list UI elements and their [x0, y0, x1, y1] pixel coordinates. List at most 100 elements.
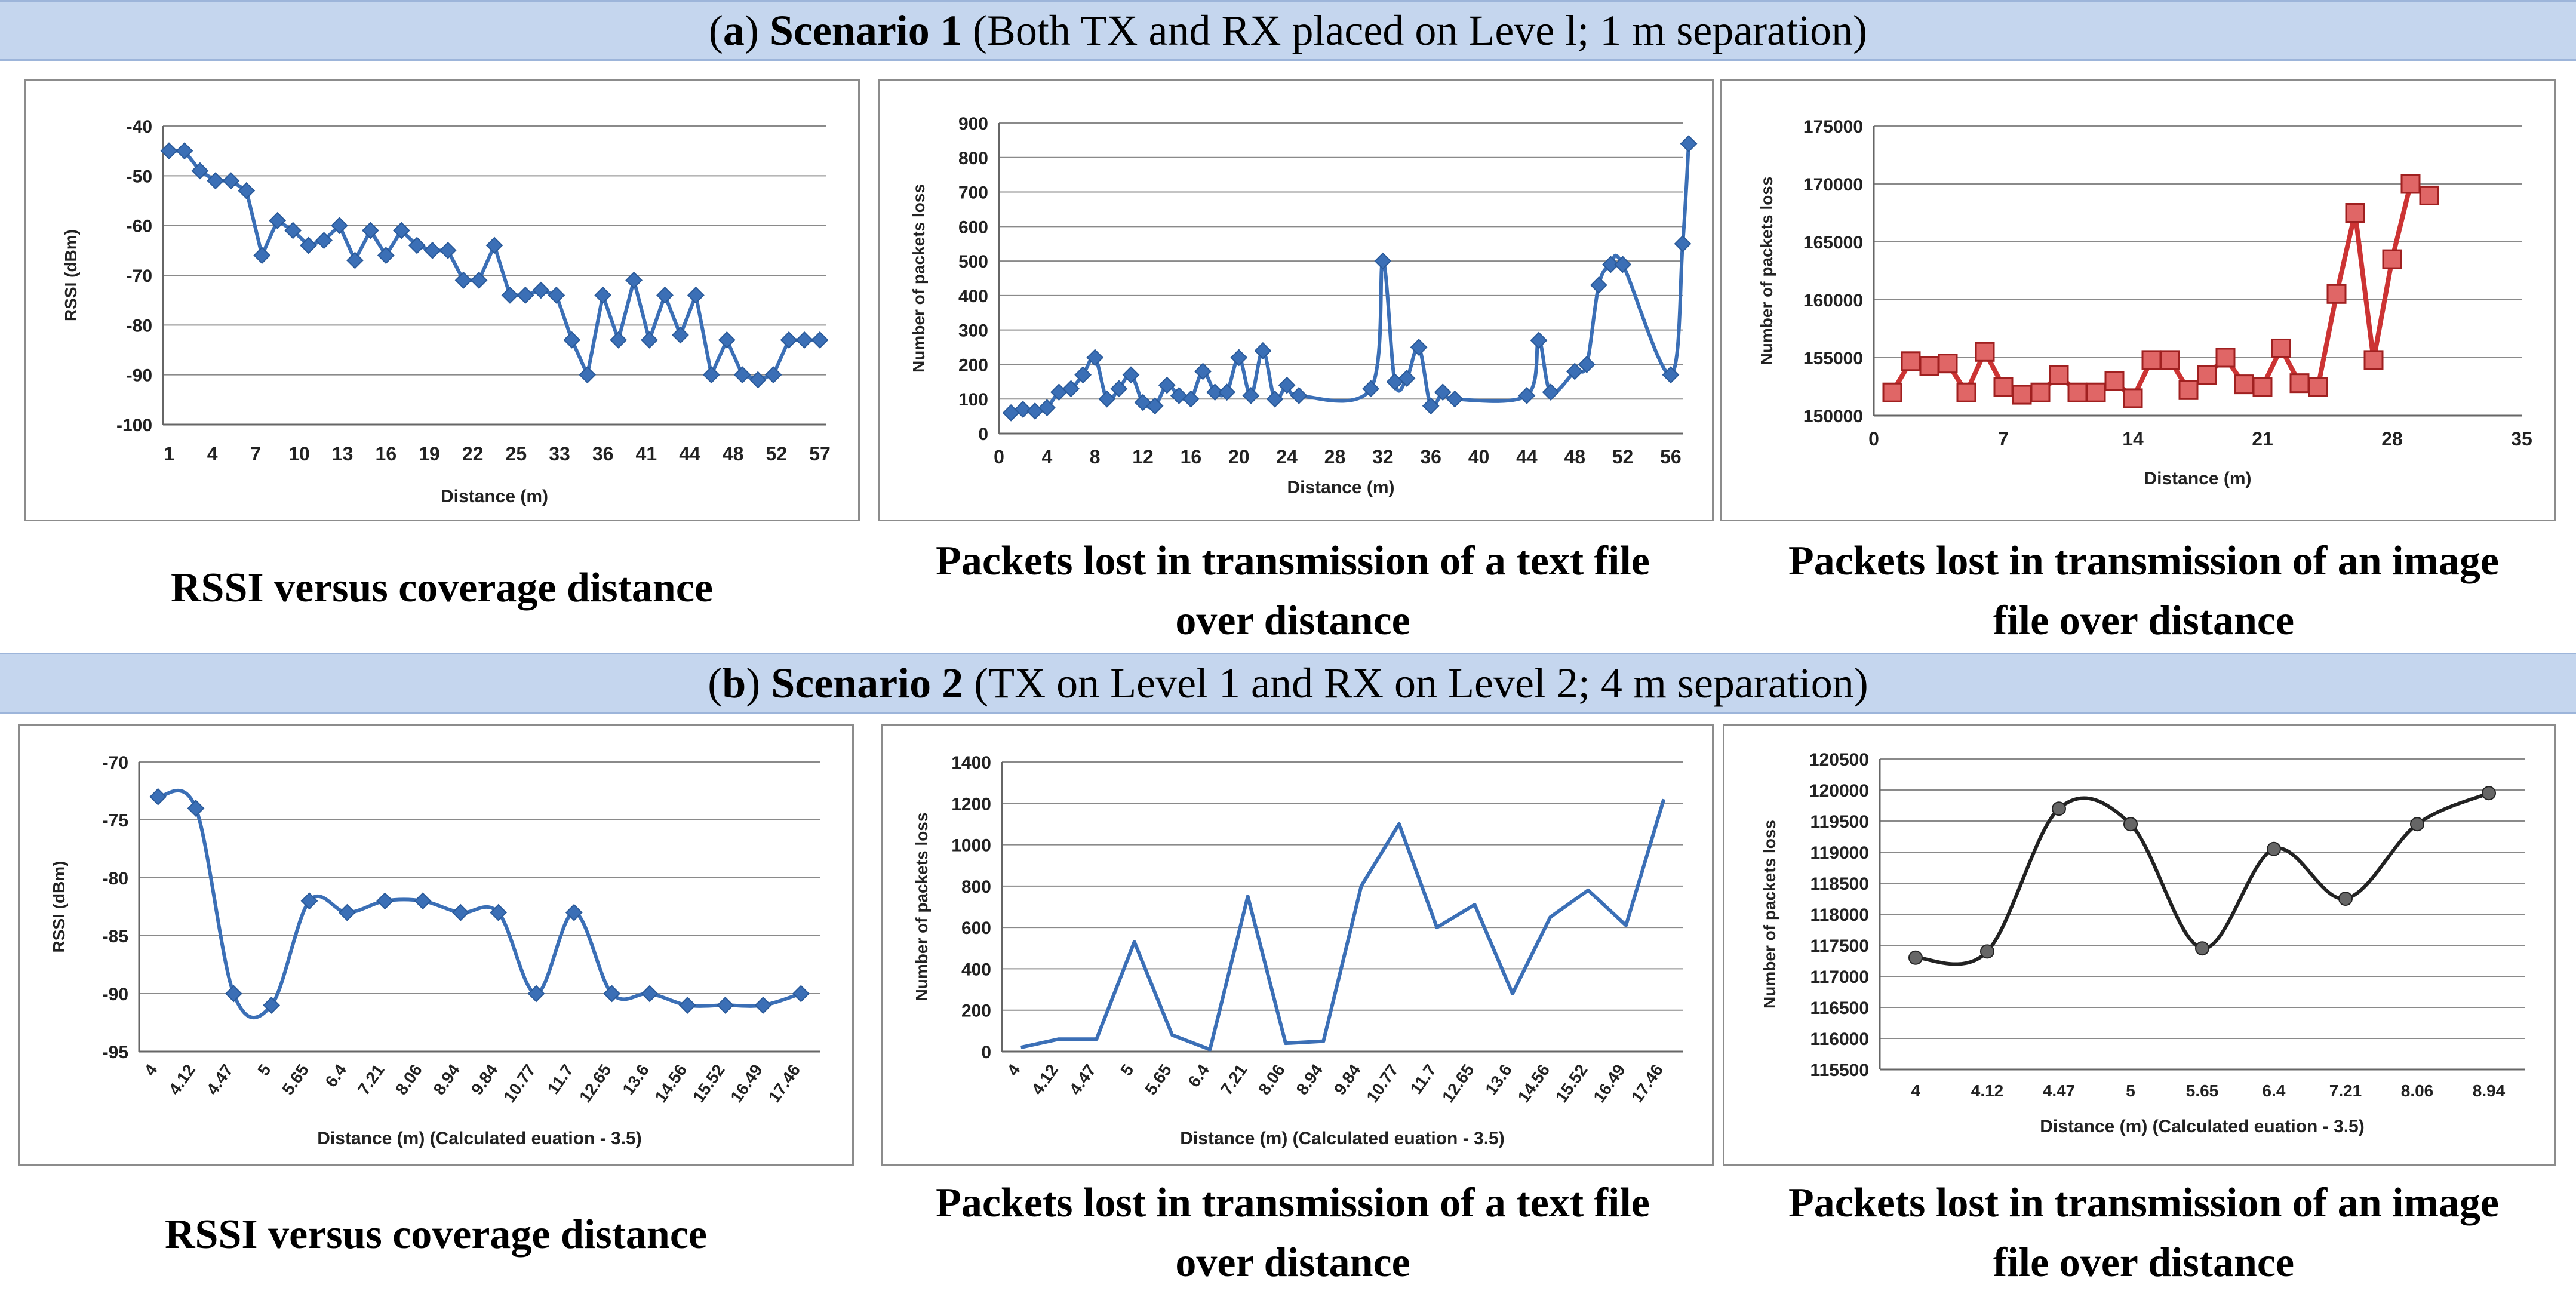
- chart-b1-xtick-label: 13.6: [619, 1061, 653, 1098]
- chart-b3-ytick-label: 117000: [1810, 967, 1869, 987]
- chart-a1-data-point: [222, 172, 240, 190]
- chart-a3-data-point: [2012, 385, 2032, 405]
- chart-b1-xtick-label: 5.65: [278, 1061, 312, 1098]
- chart-a1-xtick-label: 19: [419, 443, 440, 465]
- chart-b3-data-point: [2410, 817, 2424, 832]
- chart-b3-xtick-label: 4.12: [1971, 1081, 2004, 1100]
- chart-b1-xtick-label: 10.77: [500, 1061, 539, 1106]
- chart-b1: -95-90-85-80-75-704 4.12 4.47 5 5.65 6.4 7.21 8…: [50, 753, 820, 1148]
- chart-b2-panel: 0 200 400 600 800 1000 1200 1400 4 4.12 4.47 5 5.65 6…: [881, 724, 1714, 1166]
- caption-b2-line2: over distance: [1175, 1240, 1410, 1286]
- chart-a3-data-point: [1956, 382, 1976, 402]
- chart-a2-data-point: [1278, 376, 1296, 394]
- chart-a3-data-point: [2363, 350, 2384, 370]
- chart-a2-data-point: [1266, 390, 1284, 408]
- chart-a2-xtick-label: 24: [1276, 446, 1298, 468]
- chart-a2-ytick-label: 300: [958, 321, 988, 341]
- chart-b2-xtick-label: 4.47: [1066, 1061, 1100, 1098]
- chart-b1-data-point: [338, 903, 356, 921]
- chart-a3-data-point: [2308, 377, 2328, 397]
- chart-b3-xtick-label: 5.65: [2186, 1081, 2219, 1100]
- chart-a1-xtick-label: 44: [679, 443, 700, 465]
- chart-a3-data-point: [2030, 382, 2051, 402]
- chart-a2-data-point: [1434, 383, 1452, 401]
- chart-b3-ytick-label: 116000: [1810, 1029, 1869, 1049]
- chart-a1-data-point: [300, 236, 317, 254]
- chart-b2-ytick-label: 1200: [951, 794, 991, 814]
- chart-b1-xtick-label: 14.56: [651, 1061, 691, 1106]
- chart-b2-xtick-label: 15.52: [1552, 1061, 1591, 1106]
- chart-a3-data-point: [2271, 338, 2291, 358]
- chart-a3-data-point: [1975, 342, 1995, 362]
- chart-a3-data-point: [2160, 350, 2180, 370]
- chart-b1-ytick-label: -70: [103, 753, 128, 773]
- chart-a2-ytick-label: 800: [958, 149, 988, 168]
- chart-b3-series-line: [1915, 791, 2490, 966]
- chart-b1-series-line: [157, 789, 802, 1020]
- chart-a3-ytick-label: 160000: [1803, 291, 1863, 311]
- chart-b3-ylabel: Number of packets loss: [1760, 820, 1779, 1009]
- chart-a2-xtick-label: 28: [1324, 446, 1346, 468]
- chart-b2-xtick-label: 13.6: [1481, 1061, 1516, 1098]
- chart-a1-xtick-label: 57: [809, 443, 831, 465]
- chart-a3-data-point: [2104, 371, 2125, 391]
- chart-a1-data-point: [687, 286, 705, 304]
- chart-b3-xtick-label: 7.21: [2329, 1081, 2362, 1100]
- chart-a2-data-point: [1194, 362, 1212, 380]
- chart-b1-ytick-label: -80: [103, 869, 128, 889]
- scenario-a-title: Scenario 1: [769, 6, 962, 54]
- chart-b1-xtick-label: 12.65: [576, 1061, 615, 1106]
- chart-b2-ytick-label: 0: [981, 1043, 991, 1062]
- chart-a1-xtick-label: 33: [549, 443, 570, 465]
- chart-a2-xtick-label: 44: [1516, 446, 1538, 468]
- chart-b1-ytick-label: -75: [103, 811, 128, 831]
- chart-a1-data-point: [517, 286, 534, 304]
- chart-a3-data-point: [2178, 380, 2199, 400]
- chart-b2-xtick-label: 8.94: [1293, 1061, 1327, 1098]
- chart-a2-data-point: [1218, 383, 1236, 401]
- chart-a1-xtick-label: 10: [288, 443, 310, 465]
- chart-a1-xtick-label: 41: [636, 443, 657, 465]
- chart-a3-data-point: [1938, 354, 1958, 374]
- chart-b1-data-point: [376, 892, 394, 910]
- chart-a2-xtick-label: 12: [1132, 446, 1154, 468]
- chart-a3-data-point: [1993, 377, 2014, 397]
- chart-b2-xtick-label: 17.46: [1628, 1061, 1667, 1106]
- chart-b2-xlabel: Distance (m) (Calculated euation - 3.5): [1180, 1129, 1504, 1148]
- chart-a3-ytick-label: 165000: [1803, 233, 1863, 253]
- caption-a2: Packets lost in transmission of a text f…: [848, 531, 1738, 651]
- chart-a2-data-point: [1230, 349, 1248, 367]
- chart-a2-ytick-label: 400: [958, 287, 988, 306]
- chart-a3-data-point: [2400, 174, 2421, 194]
- chart-b2-ytick-label: 1400: [951, 753, 991, 773]
- caption-b3-line1: Packets lost in transmission of an image: [1788, 1180, 2499, 1226]
- chart-a1-ytick-label: -90: [127, 366, 152, 386]
- chart-b2-xtick-label: 5.65: [1141, 1061, 1175, 1098]
- chart-a2-xtick-label: 0: [994, 446, 1004, 468]
- chart-b1-ylabel: RSSI (dBm): [50, 861, 68, 953]
- chart-a1-xtick-label: 48: [723, 443, 744, 465]
- chart-a3-data-point: [2289, 373, 2310, 394]
- chart-b2-ylabel: Number of packets loss: [912, 813, 931, 1001]
- chart-b2-xtick-label: 5: [1117, 1061, 1137, 1080]
- chart-a3-data-point: [2326, 284, 2347, 304]
- chart-a2-xtick-label: 56: [1660, 446, 1682, 468]
- chart-a2-xtick-label: 16: [1181, 446, 1202, 468]
- chart-b1-xtick-label: 17.46: [765, 1061, 804, 1106]
- chart-b1-xtick-label: 8.06: [392, 1061, 426, 1098]
- chart-a1-xtick-label: 13: [332, 443, 353, 465]
- chart-b2-xtick-label: 10.77: [1363, 1061, 1402, 1106]
- chart-a1-data-point: [718, 331, 736, 349]
- chart-a2-data-point: [1662, 366, 1680, 384]
- chart-a1-ytick-label: -70: [127, 266, 152, 286]
- chart-a1-data-point: [656, 286, 674, 304]
- chart-a1: -100 -90 -80 -70 -60 -50 -40 1 4 7 10 13 16 19 22 25 33 3…: [62, 117, 831, 506]
- chart-a2-data-point: [1398, 370, 1416, 387]
- chart-a1-data-point: [532, 281, 550, 299]
- chart-b1-xtick-label: 16.49: [727, 1061, 766, 1106]
- chart-a1-data-point: [485, 236, 503, 254]
- chart-b3-xlabel: Distance (m) (Calculated euation - 3.5): [2040, 1117, 2364, 1136]
- chart-a3-data-point: [2197, 365, 2217, 385]
- chart-a2-data-point: [1578, 356, 1596, 373]
